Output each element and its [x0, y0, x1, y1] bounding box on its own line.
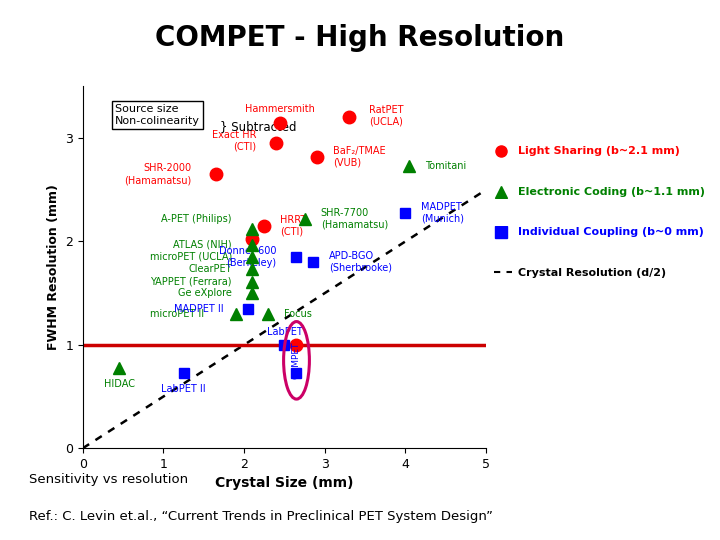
Text: Electronic Coding (b~1.1 mm): Electronic Coding (b~1.1 mm)	[518, 187, 706, 197]
X-axis label: Crystal Size (mm): Crystal Size (mm)	[215, 476, 354, 490]
Text: LabPET II: LabPET II	[161, 384, 206, 394]
Text: microPET (UCLA): microPET (UCLA)	[150, 252, 232, 262]
Text: Crystal Resolution (d/2): Crystal Resolution (d/2)	[518, 268, 667, 278]
Text: ClearPET: ClearPET	[189, 265, 232, 274]
Text: Focus: Focus	[284, 309, 312, 319]
Text: Light Sharing (b~2.1 mm): Light Sharing (b~2.1 mm)	[518, 146, 680, 156]
Y-axis label: FWHM Resolution (mm): FWHM Resolution (mm)	[47, 184, 60, 350]
Text: ATLAS (NIH): ATLAS (NIH)	[174, 240, 232, 249]
Text: LabPET: LabPET	[266, 327, 302, 338]
Text: Individual Coupling (b~0 mm): Individual Coupling (b~0 mm)	[518, 227, 704, 237]
Text: BaF₂/TMAE
(VUB): BaF₂/TMAE (VUB)	[333, 146, 385, 167]
Text: COMPET - High Resolution: COMPET - High Resolution	[156, 24, 564, 52]
Text: Sensitivity vs resolution: Sensitivity vs resolution	[29, 472, 188, 485]
Text: HRRT
(CTI): HRRT (CTI)	[280, 215, 307, 237]
Text: Tomitani: Tomitani	[426, 161, 467, 171]
Text: RatPET
(UCLA): RatPET (UCLA)	[369, 105, 404, 126]
Text: A-PET (Philips): A-PET (Philips)	[161, 214, 232, 224]
Text: } Subtracted: } Subtracted	[220, 120, 297, 133]
Text: Donner 600
(Berkeley): Donner 600 (Berkeley)	[219, 246, 276, 268]
Text: MADPET II: MADPET II	[174, 303, 224, 314]
Text: Hammersmith: Hammersmith	[246, 104, 315, 114]
Text: SHR-2000
(Hamamatsu): SHR-2000 (Hamamatsu)	[125, 164, 192, 185]
Text: microPET II: microPET II	[150, 309, 204, 319]
Text: APD-BGO
(Sherbrooke): APD-BGO (Sherbrooke)	[329, 251, 392, 273]
Text: Ge eXplore: Ge eXplore	[178, 288, 232, 298]
Text: Exact HR
(CTI): Exact HR (CTI)	[212, 130, 256, 152]
Text: YAPPET (Ferrara): YAPPET (Ferrara)	[150, 277, 232, 287]
Text: SHR-7700
(Hamamatsu): SHR-7700 (Hamamatsu)	[320, 208, 388, 230]
Text: COMPET: COMPET	[292, 342, 301, 379]
Text: Source size
Non-colinearity: Source size Non-colinearity	[115, 104, 200, 126]
Text: HIDAC: HIDAC	[104, 379, 135, 389]
Text: Ref.: C. Levin et.al., “Current Trends in Preclinical PET System Design”: Ref.: C. Levin et.al., “Current Trends i…	[29, 510, 492, 523]
Text: MADPET
(Munich): MADPET (Munich)	[421, 202, 464, 224]
